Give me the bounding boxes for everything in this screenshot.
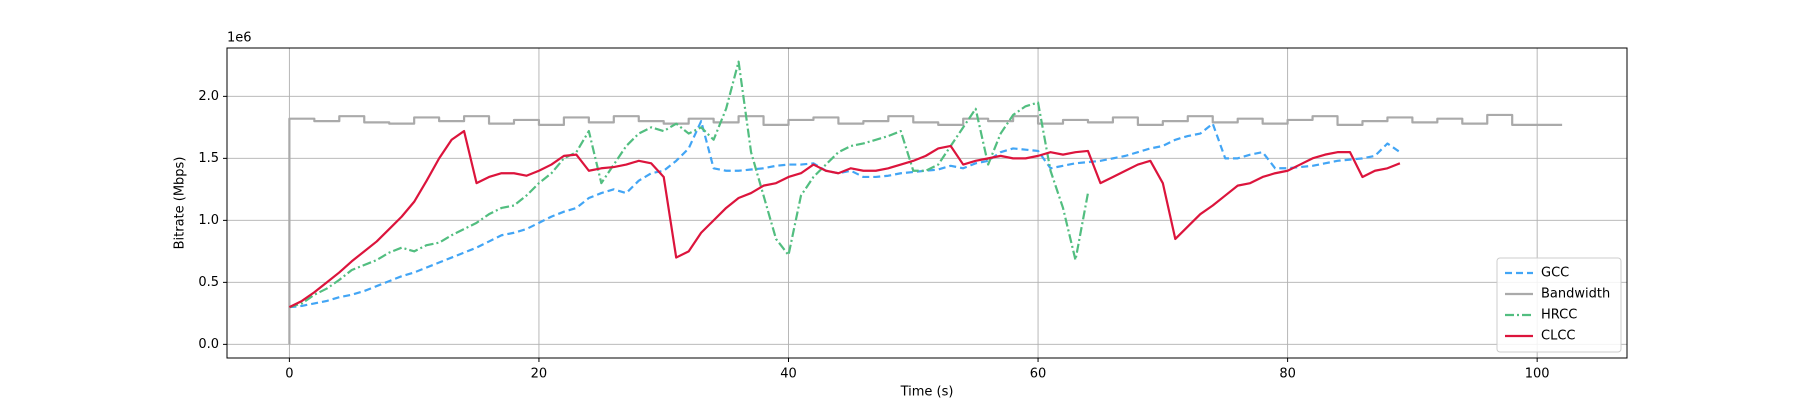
x-axis-label: Time (s) <box>900 385 954 400</box>
x-tick-label: 20 <box>531 367 548 382</box>
series-line <box>289 60 1090 309</box>
y-axis-label: Bitrate (Mbps) <box>173 157 188 250</box>
x-tick-label: 0 <box>285 367 293 382</box>
x-tick-label: 40 <box>780 367 797 382</box>
plot-frame <box>226 47 1628 359</box>
x-tick-label: 60 <box>1030 367 1047 382</box>
series-line <box>288 129 1401 309</box>
legend-box <box>1496 257 1622 353</box>
legend: GCC Bandwidth HRCC CLCC <box>1496 257 1622 353</box>
legend-label: CLCC <box>1541 329 1575 344</box>
x-tick-label: 80 <box>1279 367 1296 382</box>
y-tick-label: 0.5 <box>198 275 219 290</box>
offset-text: 1e6 <box>227 31 252 46</box>
legend-label: HRCC <box>1541 308 1577 323</box>
legend-label: GCC <box>1541 266 1569 281</box>
y-tick-label: 1.5 <box>198 151 219 166</box>
series-line <box>288 113 1563 345</box>
x-tick-label: 100 <box>1525 367 1550 382</box>
y-tick-label: 0.0 <box>198 337 219 352</box>
y-tick-label: 2.0 <box>198 89 219 104</box>
legend-label: Bandwidth <box>1541 287 1610 302</box>
series-line <box>289 120 1401 309</box>
y-tick-label: 1.0 <box>198 213 219 228</box>
